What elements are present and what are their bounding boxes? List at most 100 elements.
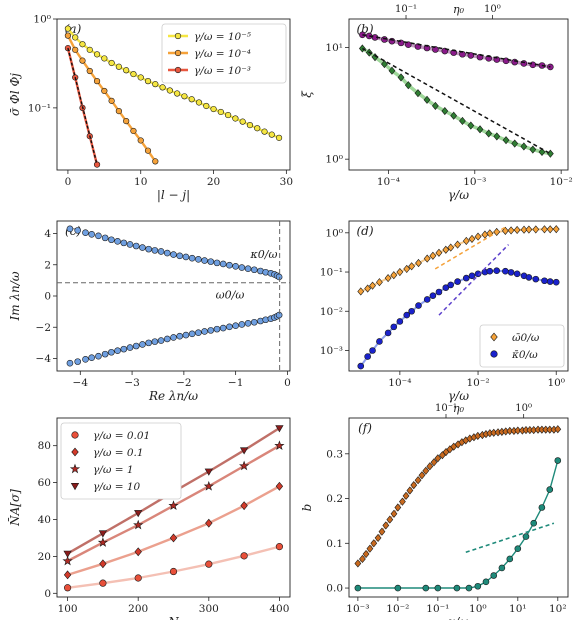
data-point [163,249,171,257]
data-point [402,491,410,500]
data-point [66,225,74,233]
y-tick-label: 0 [44,291,51,303]
data-point [381,60,388,69]
data-point [244,265,252,272]
y-tick-label: 10⁻³ [320,345,343,357]
data-point [261,128,268,135]
y-tick-label: 20 [38,551,51,563]
data-point [354,559,362,568]
x-tick-label: 100 [58,603,78,615]
data-point [130,127,137,135]
data-point [442,284,450,291]
data-point [429,292,437,299]
data-point [396,267,404,277]
y-tick-label: 60 [38,477,51,489]
x-tick-label: 10¹ [509,603,527,615]
data-point [422,466,430,475]
data-point [213,325,221,333]
data-point [357,362,365,370]
data-point [195,255,202,263]
x-axis-label: γ/ω [448,615,469,620]
x-tick-label: 10⁻¹ [426,603,449,615]
data-point [275,311,283,319]
y-tick-label: −4 [36,353,52,365]
data-point [485,129,493,138]
y-tick-label: 10¹ [325,42,343,54]
data-point [157,248,165,255]
legend: ω̄0/ω κ̄0/ω [479,324,565,368]
data-point [254,125,261,132]
data-point [188,254,196,262]
panel-label: (d) [356,224,373,238]
data-point [108,97,115,104]
y-tick-label: 10⁰ [33,14,51,26]
data-point [490,572,498,579]
axes-frame [348,417,569,598]
legend: γ/ω = 10⁻⁵ γ/ω = 10⁻⁴ γ/ω = 10⁻³ [161,23,287,84]
data-point [275,273,283,281]
legend-swatch [70,483,80,491]
data-point [159,84,166,91]
y-axis-label: Im λn/ω [8,271,22,321]
data-point [434,454,442,463]
data-point [139,244,146,251]
panel-label: (f) [358,421,372,435]
x-tick-label: −1 [228,377,243,389]
legend-swatch [490,332,498,342]
data-point [95,232,102,240]
x-axis-label: γ/ω [448,188,469,202]
data-point [362,549,370,559]
data-point [66,359,74,367]
data-point [108,236,115,244]
data-point [394,503,402,512]
data-point [442,245,450,254]
data-point [376,338,383,345]
data-point [404,41,412,48]
data-point [552,225,560,234]
data-point [126,344,134,351]
data-point [511,58,519,66]
y-axis-label: b [300,504,314,512]
data-point [390,271,398,280]
data-point [357,287,365,296]
data-point [388,37,396,45]
fit-line [465,522,555,554]
data-point [93,78,101,85]
data-point [169,533,178,543]
data-point [529,145,537,154]
data-point [493,132,501,141]
data-point [447,243,455,252]
data-point [176,332,184,340]
x-tick-label: 10² [549,603,567,615]
data-point [552,278,560,286]
data-point [423,44,431,52]
data-point [95,352,102,360]
data-point [74,227,82,234]
data-point [513,225,521,235]
panel-e: 100200300400020406080NN̄A[σ](e)γ/ω = 0.0… [7,417,291,620]
data-point [447,281,455,289]
top-x-axis-label: η₀ [453,3,465,16]
data-point [354,584,362,592]
series-line [357,428,558,564]
data-point [213,259,221,267]
data-point [397,73,405,82]
fit-line [362,47,551,155]
data-point [145,339,152,347]
data-point [434,584,442,592]
data-point [378,527,386,536]
y-tick-label: 0.1 [326,538,343,550]
data-point [188,330,196,338]
legend-box [60,422,182,500]
data-point [86,46,93,53]
data-point [108,59,115,67]
data-point [468,234,476,243]
legend-swatch [174,32,182,40]
data-point [238,321,246,328]
x-tick-label: 10⁻² [550,176,573,188]
data-point [538,504,546,511]
data-point [219,260,227,268]
data-point [274,440,285,450]
data-point [369,347,376,354]
data-point [203,102,210,110]
